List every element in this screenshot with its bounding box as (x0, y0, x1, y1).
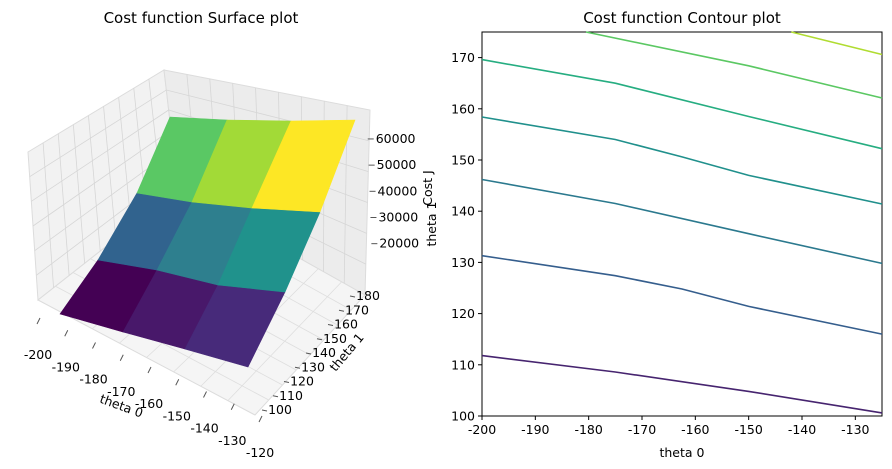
surface-ytick-mark (338, 309, 345, 312)
surface-ytick-label: 150 (323, 331, 347, 346)
surface-ytick-label: 120 (290, 374, 314, 389)
surface-title: Cost function Surface plot (104, 9, 299, 27)
surface-ytick-label: 160 (334, 317, 358, 332)
surface-xtick-mark (92, 342, 96, 349)
contour-title: Cost function Contour plot (583, 9, 781, 27)
surface-xtick-mark (175, 379, 180, 386)
surface-ytick-label: 110 (279, 388, 303, 403)
surface-xtick-label: -150 (163, 408, 191, 423)
surface-xtick-mark (203, 391, 207, 398)
contour-ytick-label: 130 (451, 255, 475, 270)
surface-ytick-label: 130 (301, 359, 325, 374)
contour-xtick-label: -170 (628, 422, 656, 437)
contour-ticks: -200 -190 -180 -170 -160 -150 -140 -130 100 110 12… (451, 50, 869, 437)
surface-zlabel: Cost J (420, 170, 435, 205)
surface-xtick-label: -140 (190, 421, 218, 436)
contour-ytick-label: 170 (451, 50, 475, 65)
surface-ztick-label: 60000 (376, 131, 416, 146)
contour-lines (481, 31, 883, 414)
contour-xtick-label: -160 (681, 422, 709, 437)
surface-ztick-label: 20000 (379, 236, 419, 251)
contour-line-0 (481, 354, 883, 414)
surface-ytick-label: 180 (356, 288, 380, 303)
surface-xtick-mark (230, 403, 235, 410)
surface-xtick-label: -120 (246, 445, 274, 460)
surface-ztick-label: 40000 (378, 183, 418, 198)
contour-xtick-label: -150 (734, 422, 762, 437)
surface-ytick-label: 170 (345, 302, 369, 317)
surface-ytick-mark (272, 395, 279, 398)
contour-ytick-label: 120 (451, 306, 475, 321)
surface-xtick-label: -180 (79, 372, 107, 387)
contour-line-4 (481, 58, 883, 150)
contour-panel: -200 -190 -180 -170 -160 -150 -140 -130 100 110 12… (451, 31, 883, 437)
contour-ytick-label: 160 (451, 101, 475, 116)
surface-ytick-mark (327, 324, 334, 326)
surface-xtick-mark (258, 415, 263, 423)
grid-line (227, 281, 342, 401)
contour-xtick-label: -130 (841, 422, 869, 437)
surface-xtick-label: -190 (52, 359, 80, 374)
surface-xtick-label: -130 (218, 433, 246, 448)
contour-plot-area (481, 31, 883, 417)
contour-ytick-label: 100 (451, 409, 475, 424)
surface-ytick-mark (294, 366, 301, 369)
contour-line-5 (585, 31, 883, 99)
contour-line-3 (481, 116, 883, 205)
surface-xtick-mark (64, 330, 69, 337)
contour-line-1 (481, 254, 883, 335)
surface-ytick-label: 140 (312, 345, 336, 360)
contour-ytick-label: 140 (451, 204, 475, 219)
contour-ytick-label: 150 (451, 153, 475, 168)
surface-ytick-mark (305, 352, 312, 355)
contour-xtick-label: -180 (574, 422, 602, 437)
surface-ytick-mark (261, 409, 268, 412)
surface-xtick-label: -200 (24, 347, 52, 362)
surface-xtick-label: -160 (135, 396, 163, 411)
surface-ztick-label: 30000 (378, 209, 418, 224)
contour-xtick-label: -200 (468, 422, 496, 437)
surface-ticks: -200-190-180-170-160-150-140-130-1201001… (24, 131, 419, 460)
contour-line-6 (791, 31, 883, 56)
contour-ylabel: theta 1 (424, 201, 439, 246)
surface-ytick-mark (349, 295, 356, 298)
surface-xtick-mark (119, 354, 124, 361)
contour-ytick-label: 110 (451, 357, 475, 372)
surface-ztick-label: 50000 (377, 157, 417, 172)
contour-line-2 (481, 178, 883, 265)
contour-xtick-label: -140 (788, 422, 816, 437)
surface-patch-8 (251, 119, 356, 213)
surface-xtick-label: -170 (107, 384, 135, 399)
contour-xlabel: theta 0 (659, 445, 704, 460)
contour-xtick-label: -190 (521, 422, 549, 437)
surface-ytick-label: 100 (268, 402, 292, 417)
surface-ytick-mark (316, 338, 323, 341)
surface-panel: -200-190-180-170-160-150-140-130-1201001… (24, 69, 419, 460)
surface-ytick-mark (283, 381, 290, 383)
surface-xtick-mark (147, 366, 152, 374)
surface-patches (59, 116, 356, 368)
surface-xtick-mark (36, 317, 41, 325)
